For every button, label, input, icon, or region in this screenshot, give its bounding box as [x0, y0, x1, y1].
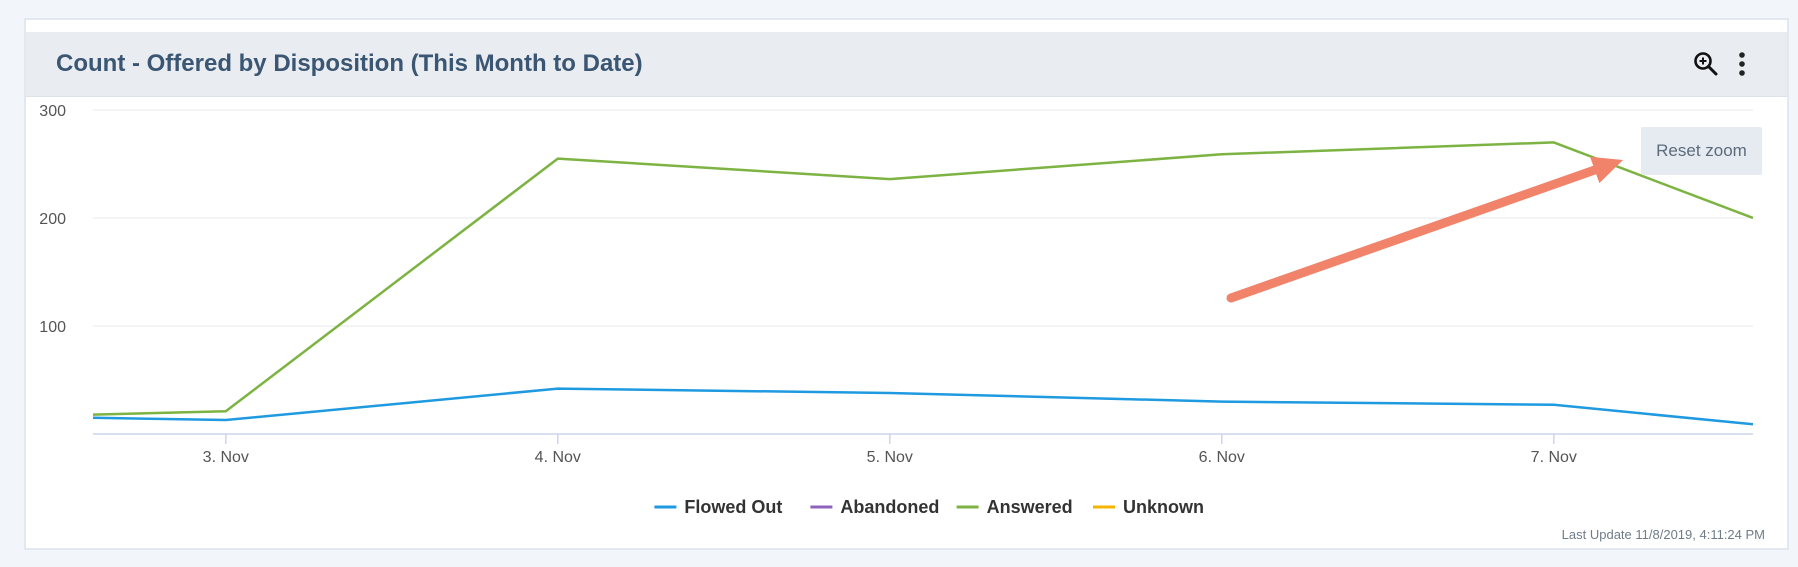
series-line-flowed-out: [93, 387, 1753, 426]
last-update-text: Last Update 11/8/2019, 4:11:24 PM: [1561, 527, 1765, 542]
legend-item-abandoned[interactable]: Abandoned: [810, 497, 939, 517]
more-vertical-icon[interactable]: [1726, 46, 1758, 82]
chart-panel: Count - Offered by Disposition (This Mon…: [24, 18, 1789, 550]
y-tick-label: 200: [39, 211, 66, 228]
reset-zoom-button[interactable]: Reset zoom: [1641, 127, 1762, 175]
y-tick-label: 300: [39, 103, 66, 120]
annotation-arrow-shaft: [1226, 165, 1600, 303]
series-line-answered: [93, 141, 1753, 416]
legend-label: Flowed Out: [684, 497, 782, 517]
x-tick-label: 7. Nov: [1531, 449, 1577, 466]
legend-item-flowed-out[interactable]: Flowed Out: [654, 497, 782, 517]
legend-label: Unknown: [1123, 497, 1204, 517]
panel-title: Count - Offered by Disposition (This Mon…: [56, 50, 643, 77]
x-tick-label: 3. Nov: [203, 449, 249, 466]
legend-item-answered[interactable]: Answered: [956, 497, 1073, 517]
legend-label: Answered: [987, 497, 1073, 517]
x-tick-label: 4. Nov: [535, 449, 581, 466]
panel-header: Count - Offered by Disposition (This Mon…: [26, 32, 1787, 97]
legend-label: Abandoned: [840, 497, 939, 517]
y-tick-label: 100: [39, 319, 66, 336]
annotation-arrow-head: [1590, 156, 1623, 184]
zoom-icon[interactable]: [1690, 46, 1722, 82]
x-tick-label: 6. Nov: [1199, 449, 1245, 466]
legend-item-unknown[interactable]: Unknown: [1093, 497, 1204, 517]
x-tick-label: 5. Nov: [867, 449, 913, 466]
